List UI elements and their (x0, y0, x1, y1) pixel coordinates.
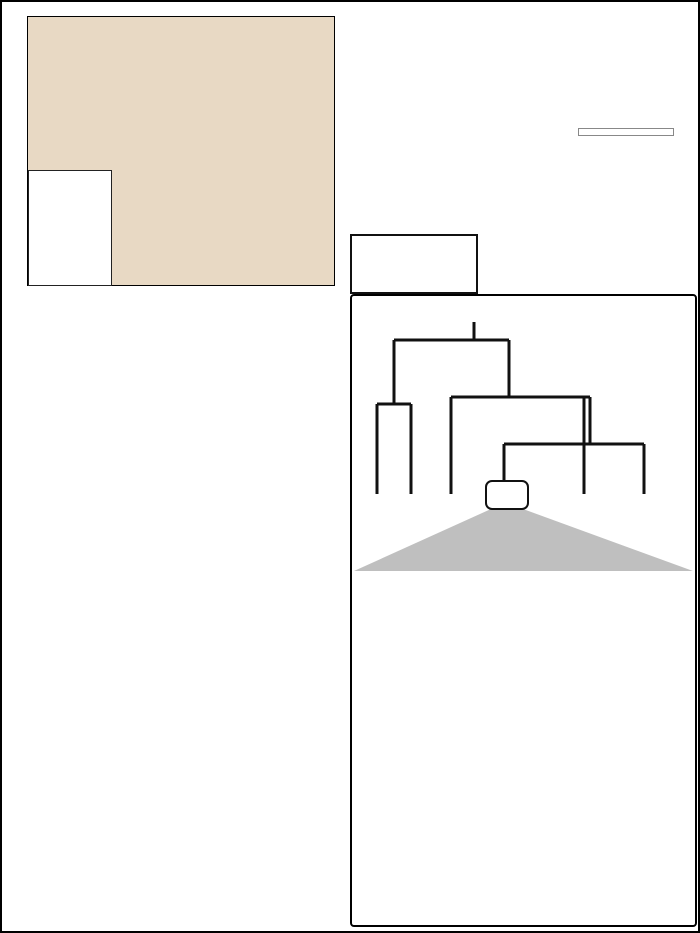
panel-b-worldmap (350, 10, 695, 294)
cladogram-branches (375, 322, 646, 494)
panel-c-network (10, 294, 347, 709)
haplogroup-legend (578, 128, 674, 136)
cladogram (354, 322, 693, 571)
inset-region-map (29, 171, 108, 282)
dated-phylogenetic-tree (356, 572, 693, 909)
haplotype-network (10, 294, 347, 709)
panel-d-phylogeny (350, 294, 697, 927)
panel-a-inset-map (28, 170, 112, 286)
bayesian-skyline-plot (10, 709, 347, 933)
panel-b-inset-worldmap (350, 234, 478, 294)
panel-e-skyline (10, 709, 347, 933)
panel-a-map (27, 16, 335, 286)
inset-world-map (352, 236, 472, 288)
a2-highlight-box (485, 480, 529, 510)
a2-expansion-triangle (354, 509, 693, 571)
